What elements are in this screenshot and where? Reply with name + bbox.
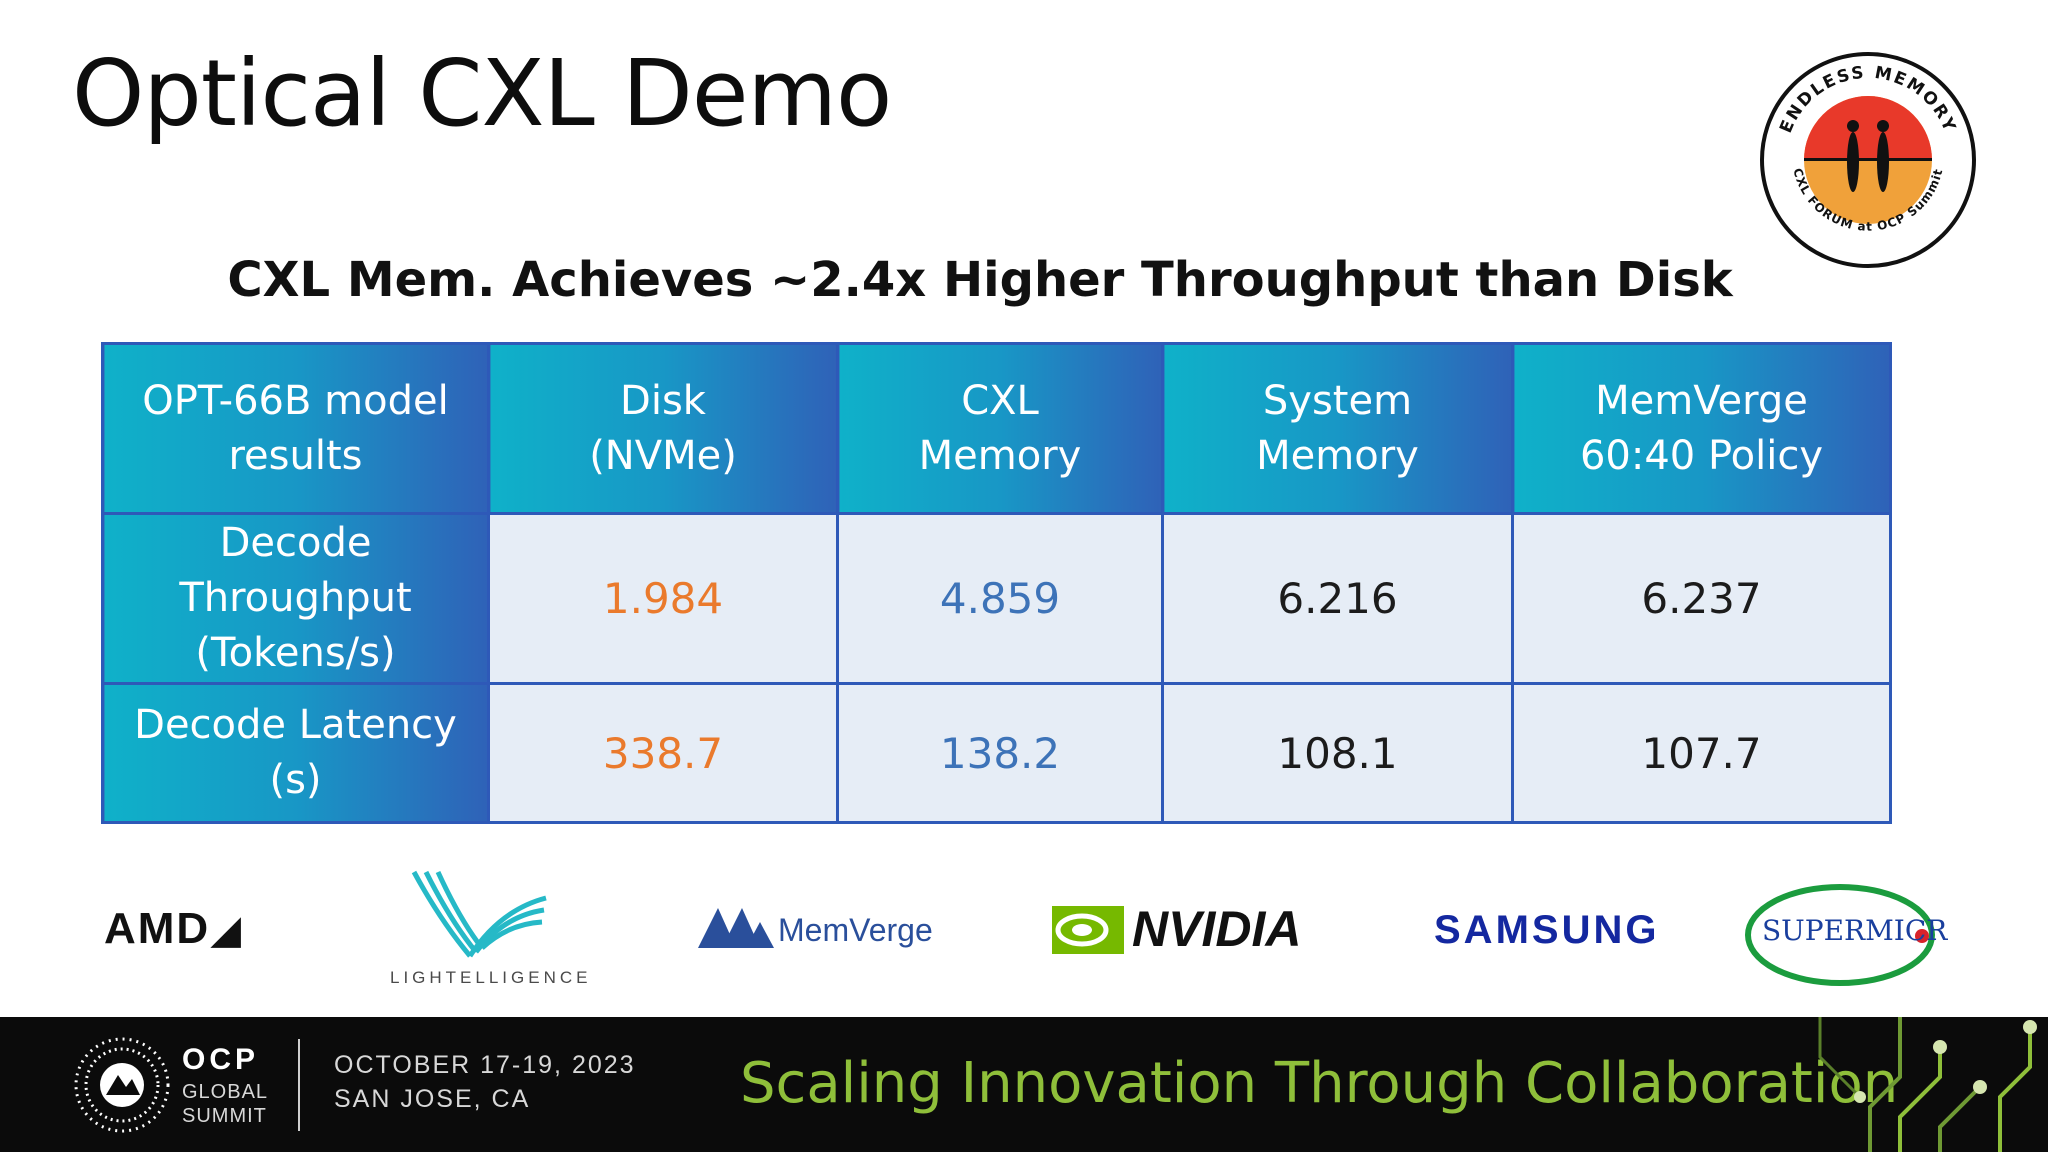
ocp-globe-icon [74, 1037, 170, 1133]
cell-disk-throughput: 1.984 [487, 512, 839, 685]
table-row: Decode Throughput (Tokens/s) 1.984 4.859 … [101, 512, 1892, 685]
partner-logos: AMD◢ LIGHTELLIGENCE MemVerge NVIDIA SAMS… [0, 860, 2048, 1000]
cell-cxl-latency: 138.2 [836, 682, 1164, 824]
header-disk: Disk (NVMe) [487, 342, 839, 515]
event-date: OCTOBER 17-19, 2023 [334, 1051, 636, 1079]
row-label-latency: Decode Latency (s) [101, 682, 490, 824]
nvidia-logo-text: NVIDIA [1132, 901, 1302, 957]
nvidia-logo-icon [1052, 906, 1124, 954]
supermicro-logo-text: SUPERMICR [1762, 914, 1948, 947]
slide-subtitle: CXL Mem. Achieves ~2.4x Higher Throughpu… [227, 252, 1733, 308]
header-model-label: OPT-66B model results [101, 342, 490, 515]
cell-memverge-latency: 107.7 [1511, 682, 1892, 824]
header-cxl-memory: CXL Memory [836, 342, 1164, 515]
header-memverge-policy: MemVerge 60:40 Policy [1511, 342, 1892, 515]
event-location: SAN JOSE, CA [334, 1085, 531, 1113]
footer-divider [298, 1039, 300, 1131]
footer-banner: OCP GLOBAL SUMMIT OCTOBER 17-19, 2023 SA… [0, 1017, 2048, 1152]
amd-logo: AMD◢ [104, 904, 243, 953]
ocp-global-text: GLOBAL [182, 1081, 269, 1103]
memverge-logo-text: MemVerge [778, 912, 933, 948]
slide-title: Optical CXL Demo [72, 40, 892, 147]
row-label-throughput: Decode Throughput (Tokens/s) [101, 512, 490, 685]
samsung-logo: SAMSUNG [1434, 908, 1660, 952]
cell-system-latency: 108.1 [1161, 682, 1514, 824]
ocp-wordmark: OCP [182, 1043, 260, 1076]
lightelligence-logo-icon [411, 870, 547, 958]
footer-tagline: Scaling Innovation Through Collaboration [740, 1051, 1899, 1116]
supermicro-logo-icon [1745, 884, 1935, 986]
cell-memverge-throughput: 6.237 [1511, 512, 1892, 685]
endless-memory-badge: ENDLESS MEMORY CXL FORUM at OCP Summit [1760, 52, 1976, 268]
cell-cxl-throughput: 4.859 [836, 512, 1164, 685]
table-row: Decode Latency (s) 338.7 138.2 108.1 107… [101, 682, 1892, 824]
cell-system-throughput: 6.216 [1161, 512, 1514, 685]
header-system-memory: System Memory [1161, 342, 1514, 515]
circuit-decoration-icon [1818, 1017, 2037, 1152]
lightelligence-logo-text: LIGHTELLIGENCE [390, 968, 592, 987]
memverge-logo-icon [698, 908, 774, 948]
cell-disk-latency: 338.7 [487, 682, 839, 824]
ocp-summit-text: SUMMIT [182, 1105, 267, 1127]
table-header-row: OPT-66B model results Disk (NVMe) CXL Memor… [101, 342, 1892, 515]
results-table: OPT-66B model results Disk (NVMe) CXL Memor… [101, 342, 1892, 824]
